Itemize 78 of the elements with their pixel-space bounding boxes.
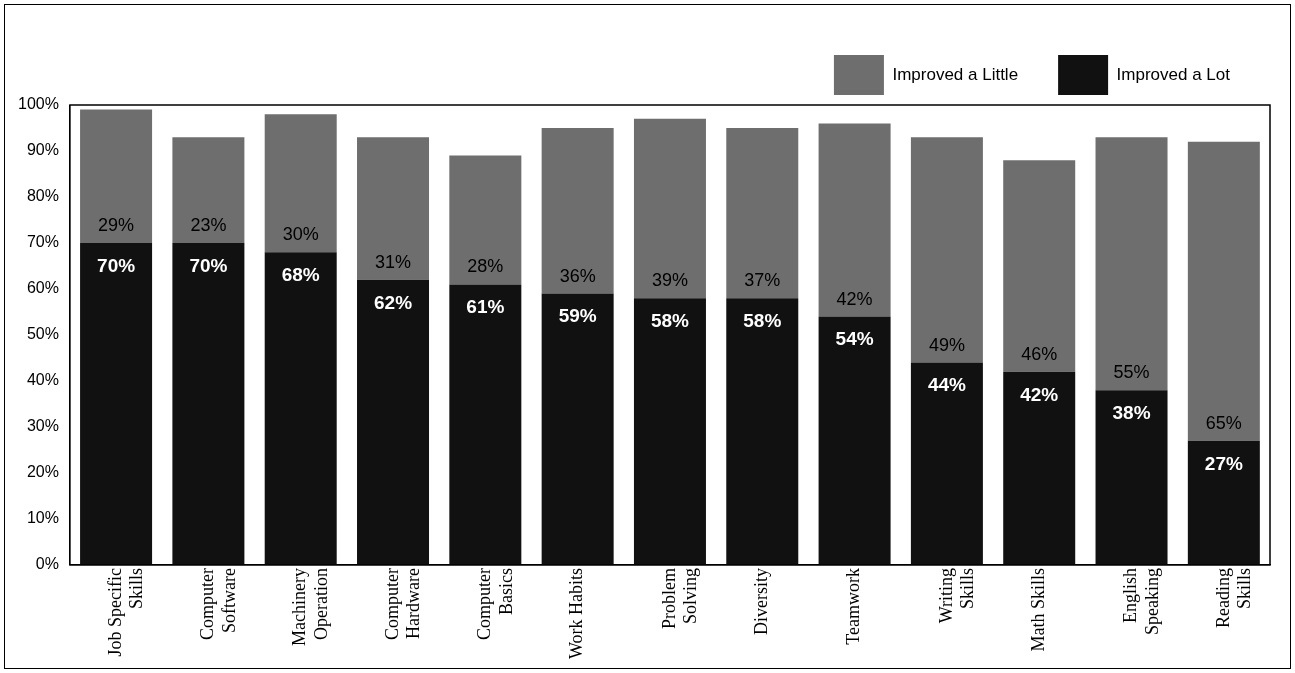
bar	[1095, 390, 1168, 565]
bar	[541, 293, 614, 565]
data-label: 58%	[743, 309, 782, 331]
data-label: 46%	[1021, 343, 1058, 364]
data-label: 49%	[928, 334, 965, 355]
bar	[80, 109, 153, 243]
data-label: 62%	[374, 291, 413, 313]
data-label: 58%	[650, 309, 690, 331]
bar	[264, 252, 337, 565]
bar	[1003, 371, 1076, 565]
bar	[449, 284, 522, 565]
data-label: 31%	[375, 251, 412, 272]
data-label: 42%	[836, 288, 873, 309]
bar	[80, 242, 153, 565]
data-label: 23%	[190, 214, 227, 235]
data-label: 36%	[559, 265, 596, 286]
data-label: 27%	[1204, 452, 1243, 474]
data-label: 44%	[927, 374, 967, 396]
data-label: 37%	[744, 270, 781, 291]
bar	[357, 279, 430, 565]
data-label: 55%	[1113, 362, 1150, 383]
x-tick-label: Computer Basics	[474, 567, 516, 640]
data-label: 68%	[281, 263, 320, 285]
y-tick-label: 10%	[26, 509, 59, 527]
bar	[264, 114, 337, 253]
x-tick-label: Math Skills	[1027, 567, 1048, 652]
data-label: 38%	[1112, 401, 1151, 423]
bar	[910, 137, 983, 363]
x-tick-label: Writing Skills	[935, 567, 978, 624]
y-tick-label: 60%	[26, 279, 59, 297]
y-tick-label: 70%	[26, 233, 59, 251]
data-label: 61%	[466, 296, 505, 318]
data-label: 29%	[98, 214, 135, 235]
x-tick-label: Problem Solving	[658, 567, 701, 629]
y-tick-label: 90%	[26, 141, 59, 159]
x-tick-label: Reading Skills	[1212, 567, 1255, 628]
x-tick-label: Machinery Operation	[289, 567, 332, 646]
bar	[633, 118, 706, 299]
x-tick-label: Diversity	[751, 567, 772, 635]
x-tick-label: Work Habits	[566, 567, 587, 660]
data-label: 28%	[467, 256, 504, 277]
y-tick-label: 40%	[26, 371, 59, 389]
y-tick-label: 50%	[26, 325, 59, 343]
data-label: 42%	[1020, 383, 1059, 405]
x-tick-label: Computer Software	[197, 567, 239, 640]
x-tick-label: English Speaking	[1120, 567, 1162, 635]
bar	[1003, 160, 1076, 372]
data-label: 59%	[558, 305, 597, 327]
y-tick-label: 100%	[18, 95, 59, 113]
bar	[449, 155, 522, 285]
bar	[357, 137, 430, 280]
x-tick-label: Job Specific Skills	[104, 567, 147, 657]
x-tick-label: Teamwork	[843, 567, 864, 645]
data-label: 70%	[189, 254, 228, 276]
data-label: 39%	[651, 270, 688, 291]
bar	[726, 128, 799, 299]
y-tick-label: 0%	[35, 555, 59, 573]
data-label: 65%	[1205, 412, 1242, 433]
bar	[726, 298, 799, 565]
bar	[910, 362, 983, 565]
legend-label: Improved a Little	[892, 64, 1019, 84]
y-tick-label: 80%	[26, 187, 59, 205]
x-tick-label: Computer Hardware	[381, 567, 424, 640]
bar	[1187, 141, 1260, 441]
bar	[818, 123, 891, 317]
bar	[172, 242, 245, 565]
y-tick-label: 30%	[26, 417, 59, 435]
data-label: 70%	[97, 254, 136, 276]
y-tick-label: 20%	[26, 463, 59, 481]
data-label: 54%	[835, 328, 874, 350]
bar	[633, 298, 706, 565]
legend-label: Improved a Lot	[1116, 64, 1231, 84]
bar	[818, 316, 891, 565]
data-label: 30%	[282, 224, 319, 245]
bar	[541, 128, 614, 294]
bar	[172, 137, 245, 243]
bar	[1095, 137, 1168, 391]
bar	[1187, 440, 1260, 565]
